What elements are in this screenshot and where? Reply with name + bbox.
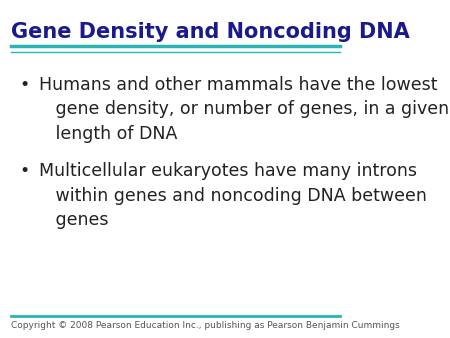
Text: •: • — [19, 76, 30, 94]
Text: Humans and other mammals have the lowest
   gene density, or number of genes, in: Humans and other mammals have the lowest… — [39, 76, 449, 143]
Text: •: • — [19, 162, 30, 180]
Text: Copyright © 2008 Pearson Education Inc., publishing as Pearson Benjamin Cummings: Copyright © 2008 Pearson Education Inc.,… — [10, 321, 399, 330]
Text: Multicellular eukaryotes have many introns
   within genes and noncoding DNA bet: Multicellular eukaryotes have many intro… — [39, 162, 427, 229]
Text: Gene Density and Noncoding DNA: Gene Density and Noncoding DNA — [10, 22, 409, 42]
